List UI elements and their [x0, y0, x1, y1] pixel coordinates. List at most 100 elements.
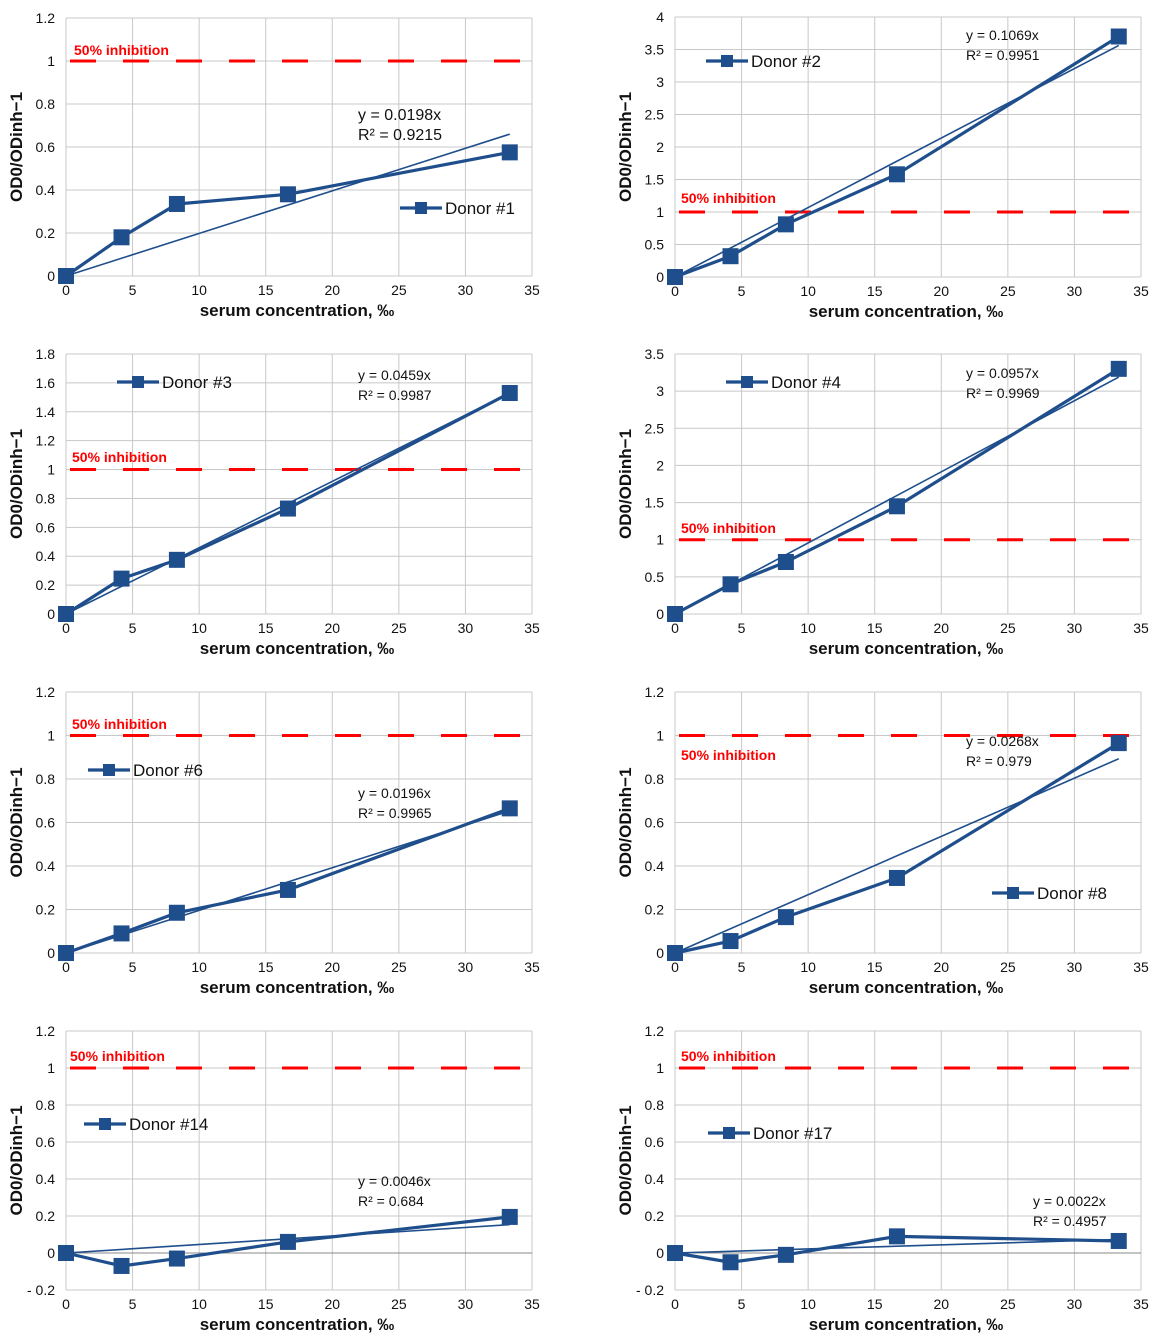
data-point-marker: [722, 576, 739, 593]
y-tick-label: 0.2: [36, 1208, 56, 1224]
x-tick-label: 0: [62, 959, 70, 975]
x-tick-label: 25: [391, 282, 407, 298]
trendline-equation: y = 0.0196x: [358, 785, 431, 801]
legend-marker: [741, 376, 753, 388]
x-axis-title: serum concentration, ‰: [809, 302, 1004, 321]
trendline-equation: y = 0.0459x: [358, 367, 431, 383]
trendline-r2: R² = 0.9951: [966, 47, 1040, 63]
y-tick-label: 2: [656, 139, 664, 155]
y-tick-label: 0.2: [36, 577, 56, 593]
x-tick-label: 10: [800, 1296, 816, 1312]
x-tick-label: 0: [671, 1296, 679, 1312]
chart-panel-5: 0 5 10 15 20 25 30 35 0 0.2 0.4 0.6 0.8 1 1.2 serum con…: [7, 684, 540, 997]
trendline: [674, 757, 1120, 954]
x-tick-label: 10: [191, 959, 207, 975]
x-tick-label: 30: [458, 282, 474, 298]
legend-label: Donor #3: [162, 373, 232, 392]
legend-label: Donor #8: [1037, 884, 1107, 903]
y-axis-title: OD0/ODinh−1: [616, 1105, 635, 1215]
y-tick-label: 0: [656, 606, 664, 622]
legend-label: Donor #6: [133, 761, 203, 780]
y-tick-label: 0.4: [36, 1171, 56, 1187]
legend-marker: [723, 1127, 735, 1139]
x-tick-label: 30: [1067, 1296, 1083, 1312]
y-tick-label: 0.4: [36, 182, 56, 198]
y-axis-title: OD0/ODinh−1: [7, 92, 26, 202]
x-tick-label: 15: [258, 959, 274, 975]
y-tick-label: 2.5: [645, 420, 665, 436]
y-tick-label: 0: [47, 945, 55, 961]
data-point-marker: [501, 385, 518, 401]
x-tick-label: 5: [738, 283, 746, 299]
data-point-marker: [777, 909, 794, 926]
x-tick-label: 5: [129, 620, 137, 636]
y-tick-label: 0.2: [645, 1208, 665, 1224]
x-tick-label: 30: [1067, 283, 1083, 299]
trendline-equation: y = 0.0022x: [1033, 1193, 1106, 1209]
x-tick-label: 30: [458, 1296, 474, 1312]
data-point-marker: [777, 554, 794, 570]
chart-panel-4: 0 5 10 15 20 25 30 35 0 0.5 1 1.5 2 2.5 3 3.5 serum conc…: [616, 346, 1149, 658]
x-tick-label: 35: [524, 1296, 540, 1312]
x-tick-label: 10: [191, 282, 207, 298]
data-point-marker: [888, 166, 905, 183]
x-tick-label: 25: [391, 1296, 407, 1312]
y-tick-label: 0.8: [645, 1097, 665, 1113]
x-tick-label: 5: [738, 959, 746, 975]
data-point-marker: [667, 945, 683, 961]
y-tick-label: 1.2: [645, 1023, 665, 1039]
y-axis-title: OD0/ODinh−1: [616, 767, 635, 877]
y-tick-label: - 0.2: [27, 1282, 55, 1298]
data-point-marker: [58, 1245, 74, 1261]
x-tick-label: 10: [191, 620, 207, 636]
y-axis-title: OD0/ODinh−1: [7, 1105, 26, 1215]
data-point-marker: [501, 144, 518, 161]
y-tick-label: 0.4: [645, 1171, 665, 1187]
trendline-r2: R² = 0.9987: [358, 387, 432, 403]
x-tick-label: 35: [524, 959, 540, 975]
y-tick-label: 0.6: [36, 139, 56, 155]
y-tick-label: 0.2: [645, 902, 665, 918]
data-point-marker: [1110, 735, 1127, 752]
data-point-marker: [777, 216, 794, 233]
y-tick-label: 0.6: [36, 1134, 56, 1150]
y-tick-label: 1.6: [36, 375, 56, 391]
trendline-equation: y = 0.1069x: [966, 27, 1039, 43]
x-tick-label: 30: [1067, 959, 1083, 975]
y-tick-label: 0.2: [36, 902, 56, 918]
data-point-marker: [113, 1257, 130, 1274]
x-tick-label: 20: [324, 282, 340, 298]
chart-panel-2: 0 5 10 15 20 25 30 35 0 0.5 1 1.5 2 2.5 3 3.5 4 serum con…: [616, 9, 1149, 321]
data-point-marker: [279, 500, 296, 517]
trendline-equation: y = 0.0268x: [966, 733, 1039, 749]
y-tick-label: 0.4: [36, 548, 56, 564]
y-tick-label: 1: [47, 1060, 55, 1076]
y-tick-label: 1: [656, 728, 664, 744]
data-point-marker: [279, 1233, 296, 1250]
data-point-marker: [667, 606, 683, 622]
x-tick-label: 35: [1133, 1296, 1149, 1312]
y-tick-label: 0: [656, 1245, 664, 1261]
data-point-marker: [722, 1254, 739, 1271]
data-point-marker: [777, 1246, 794, 1263]
x-tick-label: 25: [1000, 1296, 1016, 1312]
y-tick-label: 0.5: [645, 237, 665, 253]
legend-marker: [99, 1118, 111, 1130]
data-point-marker: [58, 606, 74, 622]
y-tick-label: 1.2: [36, 433, 56, 449]
x-tick-label: 20: [933, 283, 949, 299]
data-point-marker: [58, 945, 74, 961]
y-tick-label: 0: [47, 1245, 55, 1261]
x-tick-label: 5: [129, 282, 137, 298]
x-tick-label: 30: [458, 959, 474, 975]
y-tick-label: 0.6: [36, 519, 56, 535]
x-tick-label: 25: [391, 620, 407, 636]
data-point-marker: [1110, 1232, 1127, 1249]
x-tick-label: 20: [324, 959, 340, 975]
trendline-r2: R² = 0.4957: [1033, 1213, 1107, 1229]
trendline-equation: y = 0.0957x: [966, 365, 1039, 381]
trendline-r2: R² = 0.9965: [358, 805, 432, 821]
x-tick-label: 15: [867, 959, 883, 975]
x-tick-label: 10: [800, 283, 816, 299]
